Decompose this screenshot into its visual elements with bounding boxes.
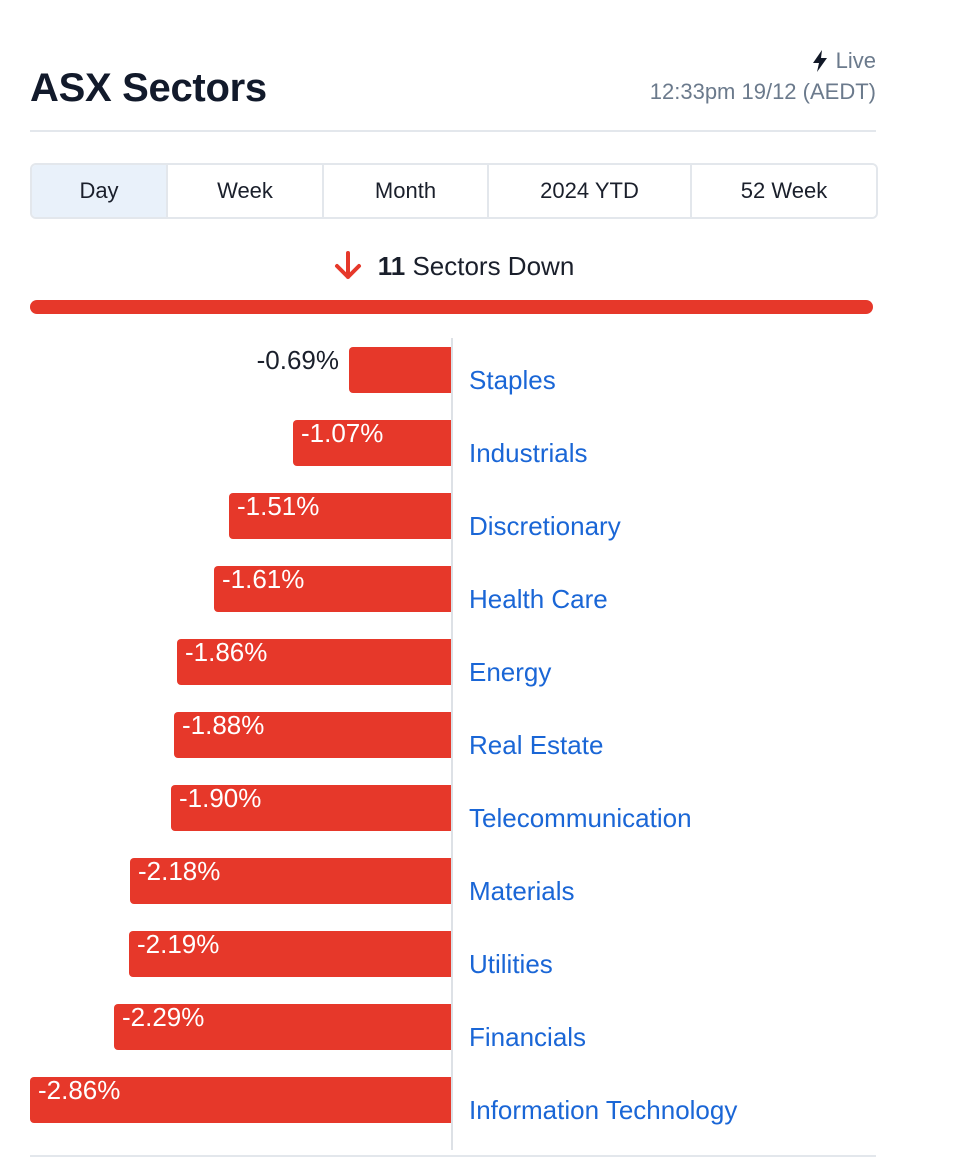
value-label: -1.07%	[301, 418, 384, 448]
live-label: Live	[835, 48, 876, 73]
sector-link-telecommunication[interactable]: Telecommunication	[469, 803, 692, 833]
sectors-down-bar	[30, 300, 873, 314]
bolt-icon	[812, 50, 827, 72]
bar-discretionary	[229, 493, 451, 539]
tab-52-week[interactable]: 52 Week	[692, 165, 876, 217]
live-indicator: Live	[812, 48, 876, 74]
sector-link-energy[interactable]: Energy	[469, 657, 552, 687]
down-arrow-icon	[334, 251, 361, 279]
bar-staples	[349, 347, 451, 393]
sector-bar-chart: -0.69% Staples -1.07% Industrials -1.51% Disc…	[0, 338, 966, 1150]
sectors-summary: 11 Sectors Down	[30, 250, 876, 282]
value-label: -1.90%	[179, 783, 262, 813]
sector-link-materials[interactable]: Materials	[469, 876, 575, 906]
value-label: -1.61%	[222, 564, 305, 594]
tab-day[interactable]: Day	[32, 165, 168, 217]
tab-week[interactable]: Week	[168, 165, 324, 217]
sector-link-financials[interactable]: Financials	[469, 1022, 587, 1052]
value-label: -1.51%	[237, 491, 320, 521]
sector-link-industrials[interactable]: Industrials	[469, 438, 588, 468]
sector-link-utilities[interactable]: Utilities	[469, 949, 553, 979]
sectors-down-count: 11	[377, 250, 406, 281]
sector-link-discretionary[interactable]: Discretionary	[469, 511, 621, 541]
bottom-divider	[30, 1155, 876, 1157]
page-title: ASX Sectors	[30, 66, 267, 110]
value-label: -2.18%	[138, 856, 221, 886]
sector-link-health-care[interactable]: Health Care	[469, 584, 608, 614]
value-label: -1.88%	[182, 710, 265, 740]
bar-health-care	[214, 566, 451, 612]
tab-label: 52 Week	[740, 178, 828, 203]
sector-link-information-technology[interactable]: Information Technology	[469, 1095, 738, 1125]
bar-materials	[130, 858, 451, 904]
tab-label: Month	[374, 178, 437, 203]
tab-2024-ytd[interactable]: 2024 YTD	[489, 165, 692, 217]
period-tabs: Day Week Month 2024 YTD 52 Week	[30, 163, 878, 219]
bar-energy	[177, 639, 451, 685]
value-label: -2.19%	[137, 929, 220, 959]
sector-link-real-estate[interactable]: Real Estate	[469, 730, 604, 760]
bar-financials	[114, 1004, 451, 1050]
value-label: -0.69%	[256, 345, 339, 375]
zero-axis	[451, 338, 453, 1150]
bar-utilities	[129, 931, 451, 977]
tab-label: Day	[79, 178, 119, 203]
value-label: -1.86%	[185, 637, 268, 667]
sectors-down-text: Sectors Down	[412, 250, 575, 281]
sector-link-staples[interactable]: Staples	[469, 365, 556, 395]
bar-telecommunication	[171, 785, 451, 831]
timestamp: 12:33pm 19/12 (AEDT)	[649, 79, 876, 104]
tab-label: 2024 YTD	[540, 178, 639, 203]
bar-industrials	[293, 420, 451, 466]
value-label: -2.86%	[38, 1075, 121, 1105]
tab-month[interactable]: Month	[324, 165, 489, 217]
header: ASX Sectors Live 12:33pm 19/12 (AEDT)	[30, 40, 876, 132]
bar-information-technology	[30, 1077, 451, 1123]
value-label: -2.29%	[122, 1002, 205, 1032]
tab-label: Week	[217, 178, 273, 203]
bar-real-estate	[174, 712, 451, 758]
